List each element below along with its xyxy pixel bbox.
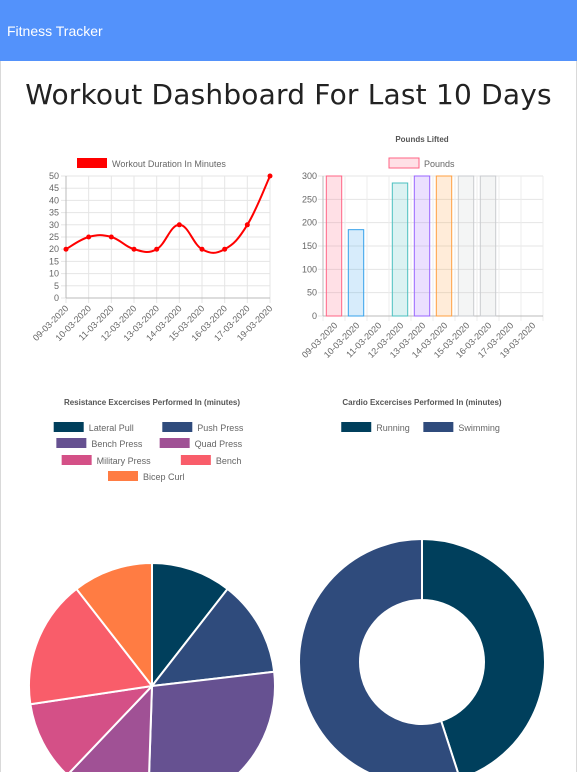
navbar-brand[interactable]: Fitness Tracker (7, 23, 103, 39)
legend-swatch (56, 438, 87, 448)
bar (435, 175, 453, 317)
chart-title: Pounds Lifted (395, 135, 448, 144)
legend-label: Bench (216, 456, 242, 466)
y-tick-label: 300 (302, 171, 317, 181)
legend-swatch (162, 422, 193, 432)
data-point (244, 222, 250, 228)
y-tick-label: 150 (302, 241, 317, 251)
data-point (267, 173, 273, 179)
legend-swatch (388, 157, 420, 169)
chart-title: Resistance Excercises Performed In (minu… (64, 398, 240, 407)
legend-label: Workout Duration In Minutes (112, 159, 226, 169)
y-tick-label: 10 (49, 269, 59, 279)
slice (151, 561, 229, 689)
y-tick-label: 30 (49, 220, 59, 230)
data-point (176, 222, 182, 228)
legend-swatch (423, 422, 454, 432)
y-tick-label: 0 (54, 293, 59, 303)
legend-swatch (180, 455, 211, 465)
legend-swatch (77, 158, 107, 168)
bar (413, 175, 431, 317)
legend-label: Quad Press (195, 439, 243, 449)
slice (148, 670, 276, 772)
legend-swatch (108, 471, 138, 481)
pounds-lifted-chart: Pounds LiftedPounds05010015020025030009-… (300, 135, 544, 360)
legend-label: Running (376, 423, 410, 433)
navbar: Fitness Tracker (0, 0, 577, 61)
page-title: Workout Dashboard For Last 10 Days (25, 78, 552, 111)
y-tick-label: 35 (49, 208, 59, 218)
data-point (222, 246, 228, 252)
slice (68, 683, 154, 772)
legend-swatch (341, 422, 372, 432)
y-tick-label: 20 (49, 244, 59, 254)
slice (298, 537, 459, 772)
data-point (108, 234, 114, 240)
series-line (65, 175, 271, 254)
y-tick-label: 50 (49, 171, 59, 181)
y-tick-label: 0 (312, 311, 317, 321)
y-tick-label: 25 (49, 232, 59, 242)
slice (149, 587, 276, 688)
data-point (199, 246, 205, 252)
cardio-exercise-chart: Cardio Excercises Performed In (minutes)… (298, 398, 546, 772)
data-point (131, 246, 137, 252)
y-tick-label: 45 (49, 183, 59, 193)
data-point (63, 246, 69, 252)
legend-label: Push Press (197, 423, 244, 433)
legend-label: Bench Press (91, 439, 143, 449)
y-tick-label: 50 (307, 288, 317, 298)
legend-swatch (159, 438, 190, 448)
chart-title: Cardio Excercises Performed In (minutes) (342, 398, 502, 407)
resistance-exercise-chart: Resistance Excercises Performed In (minu… (28, 398, 276, 772)
data-point (86, 234, 92, 240)
y-tick-label: 40 (49, 195, 59, 205)
slice (75, 561, 153, 689)
y-tick-label: 5 (54, 281, 59, 291)
legend-label: Pounds (424, 159, 455, 169)
slice (28, 587, 154, 706)
bar (391, 182, 409, 317)
bar (347, 229, 365, 317)
legend-swatch (53, 422, 84, 432)
legend-label: Bicep Curl (143, 472, 185, 482)
legend-label: Military Press (97, 456, 152, 466)
slice (29, 684, 155, 772)
legend-label: Swimming (458, 423, 500, 433)
y-tick-label: 250 (302, 194, 317, 204)
y-tick-label: 200 (302, 218, 317, 228)
slice (421, 537, 546, 772)
data-point (154, 246, 160, 252)
legend-label: Lateral Pull (89, 423, 134, 433)
y-tick-label: 15 (49, 256, 59, 266)
legend-swatch (61, 455, 92, 465)
bar (457, 175, 475, 317)
bar (479, 175, 497, 317)
y-tick-label: 100 (302, 264, 317, 274)
workout-duration-chart: Workout Duration In Minutes 0 5 10 15 20 25 30 3… (31, 158, 274, 343)
bar (325, 175, 343, 317)
